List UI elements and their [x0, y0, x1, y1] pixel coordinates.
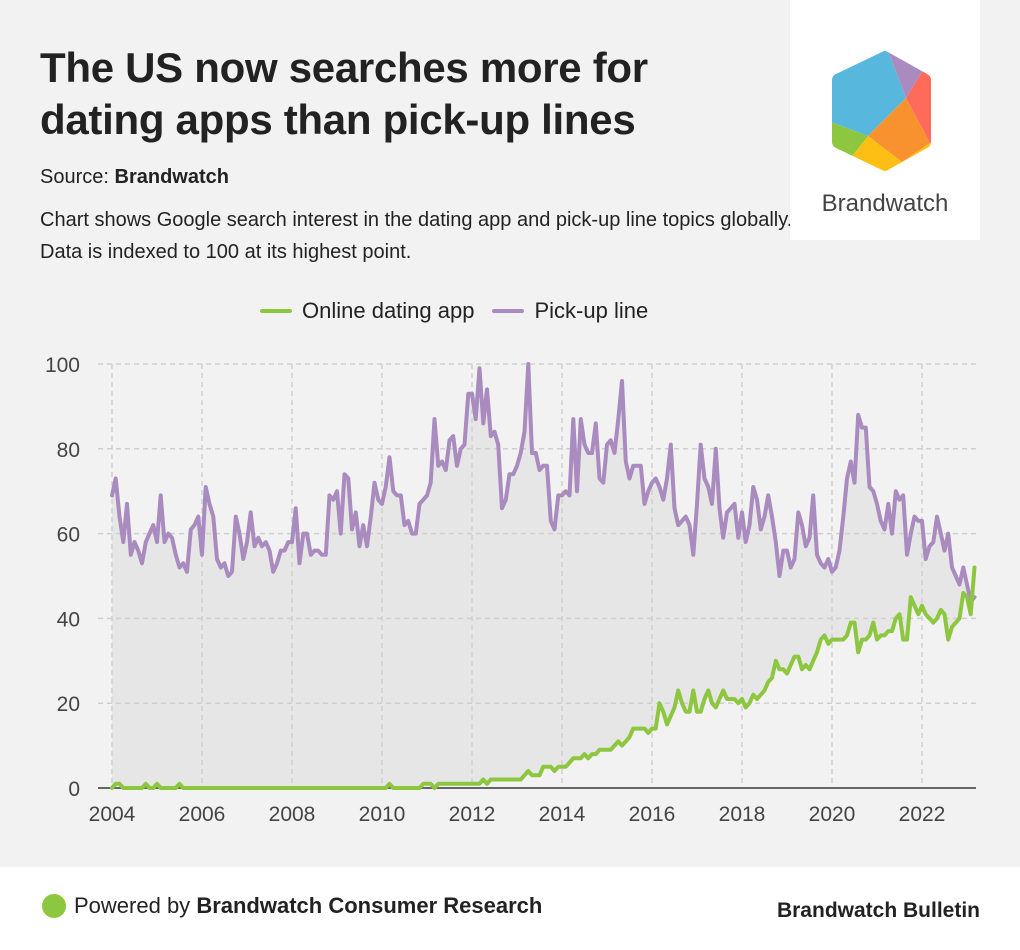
y-tick-label: 0 — [68, 778, 80, 801]
series-line-pick-up-line — [110, 362, 977, 604]
x-tick-label: 2014 — [539, 803, 586, 826]
source-label: Source: — [40, 166, 109, 188]
series-line-online-dating-app — [110, 565, 977, 790]
x-tick-label: 2020 — [809, 803, 856, 826]
x-tick-label: 2012 — [449, 803, 496, 826]
logo-wordmark: Brandwatch — [821, 190, 949, 217]
x-tick-label: 2004 — [89, 803, 136, 826]
y-tick-labels: 0 20 40 60 80 100 — [45, 354, 80, 801]
powered-by-label: Powered by — [74, 893, 191, 918]
x-tick-labels: 2004 2006 2008 2010 2012 2014 2016 2018 2020 2022 — [89, 803, 946, 826]
line-chart: 0 20 40 60 80 100 2004 2006 2008 2010 2012 2014 201… — [45, 354, 977, 826]
legend-item-online-dating-app: Online dating app — [260, 298, 474, 324]
powered-by: Powered by Brandwatch Consumer Research — [74, 893, 542, 919]
legend-item-pick-up-line: Pick-up line — [492, 298, 648, 324]
grid-overlay — [98, 363, 976, 788]
x-tick-label: 2018 — [719, 803, 766, 826]
y-tick-label: 60 — [57, 524, 80, 547]
logo-orange-segment — [868, 98, 930, 162]
powered-by-dot-icon — [42, 894, 66, 918]
legend-label: Online dating app — [302, 298, 475, 323]
x-tick-label: 2010 — [359, 803, 406, 826]
x-tick-label: 2008 — [269, 803, 316, 826]
brandwatch-bulletin: Brandwatch Bulletin — [776, 899, 980, 922]
x-tick-label: 2016 — [629, 803, 676, 826]
legend-swatch-green — [260, 309, 292, 313]
source-line: Source: Brandwatch — [40, 166, 229, 189]
chart-legend: Online dating app Pick-up line — [260, 298, 666, 324]
brandwatch-logo: Brandwatch — [790, 0, 980, 240]
chart-description: Chart shows Google search interest in th… — [40, 209, 793, 263]
y-tick-label: 20 — [57, 693, 80, 716]
x-tick-label: 2022 — [899, 803, 946, 826]
logo-red-segment — [906, 68, 931, 150]
gap-area — [112, 364, 975, 788]
legend-swatch-purple — [492, 309, 525, 313]
footer: Powered by Brandwatch Consumer Research … — [0, 867, 1020, 950]
chart-title: The US now searches more for dating apps… — [40, 44, 648, 143]
powered-by-name: Brandwatch Consumer Research — [196, 893, 543, 918]
x-tick-label: 2006 — [179, 803, 226, 826]
logo-green-segment — [832, 118, 868, 165]
y-tick-label: 100 — [45, 354, 80, 377]
y-tick-label: 40 — [57, 608, 80, 631]
source-name: Brandwatch — [114, 166, 229, 188]
legend-label: Pick-up line — [534, 298, 649, 323]
y-tick-label: 80 — [57, 439, 80, 462]
hexagon-logo-icon — [832, 50, 931, 172]
